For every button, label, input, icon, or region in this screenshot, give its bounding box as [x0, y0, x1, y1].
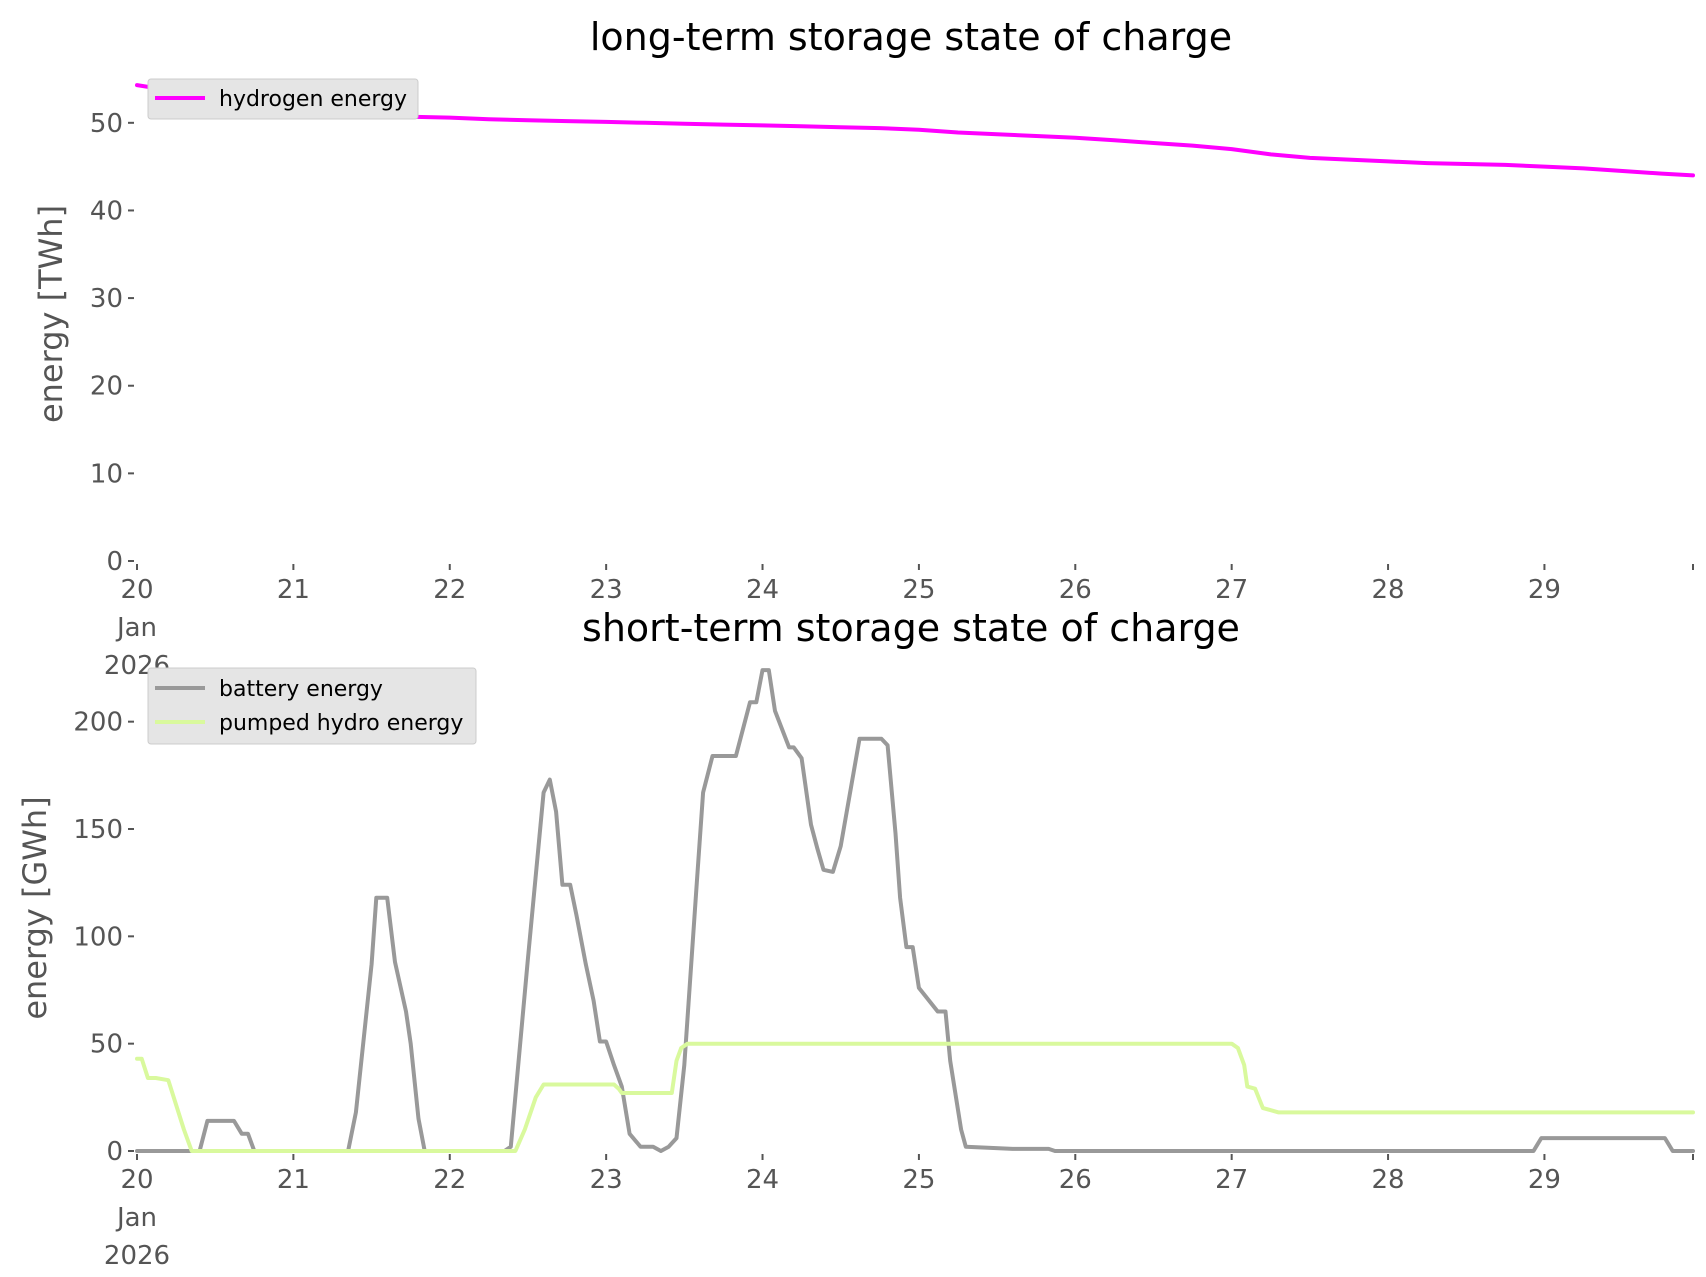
x-tick-label: 28 — [1372, 1165, 1405, 1195]
x-tick-label: 21 — [277, 575, 310, 605]
x-tick-label: 26 — [1059, 575, 1092, 605]
y-axis: 0 10 20 30 40 50 — [90, 109, 134, 577]
x-tick-label: 24 — [746, 1165, 779, 1195]
legend-label-hydrogen: hydrogen energy — [219, 87, 407, 112]
x-tick-label: 20 — [120, 575, 153, 605]
x-tick-label: 2026 — [104, 1241, 170, 1271]
x-tick-label: 24 — [746, 575, 779, 605]
x-tick-label: 21 — [277, 1165, 310, 1195]
series-line-pumped-hydro-energy — [135, 1041, 1695, 1153]
x-tick-label: 27 — [1215, 1165, 1248, 1195]
y-axis-label: energy [GWh] — [16, 796, 54, 1019]
long-term-storage-panel: long-term storage state of charge energy… — [32, 15, 1695, 681]
x-tick-label: 29 — [1528, 1165, 1561, 1195]
x-tick-label: 20 — [120, 1165, 153, 1195]
legend-label-pumped-hydro: pumped hydro energy — [219, 711, 463, 736]
series-group — [135, 668, 1695, 1153]
x-tick-label: 22 — [433, 575, 466, 605]
y-axis: 0 50 100 150 200 — [73, 708, 134, 1167]
x-tick-label: 27 — [1215, 575, 1248, 605]
legend-box — [147, 78, 419, 120]
x-tick-label: Jan — [115, 1203, 157, 1233]
y-tick-label: 150 — [73, 815, 123, 845]
x-tick-label: 28 — [1372, 575, 1405, 605]
x-tick-label: 25 — [902, 575, 935, 605]
x-tick-label: 25 — [902, 1165, 935, 1195]
y-tick-label: 200 — [73, 708, 123, 738]
legend: hydrogen energy — [147, 78, 419, 120]
x-tick-label: 22 — [433, 1165, 466, 1195]
y-tick-label: 100 — [73, 922, 123, 952]
chart-title: long-term storage state of charge — [590, 15, 1232, 59]
x-tick-label: 23 — [590, 575, 623, 605]
series-line-battery-energy — [135, 668, 1695, 1153]
x-axis: 20 Jan 2026 21 22 23 24 25 26 27 28 29 — [104, 1154, 1694, 1271]
chart-title: short-term storage state of charge — [582, 606, 1240, 650]
y-axis-label: energy [TWh] — [32, 205, 70, 423]
short-term-storage-panel: short-term storage state of charge energ… — [16, 606, 1695, 1271]
y-tick-label: 50 — [90, 109, 123, 139]
y-tick-label: 10 — [90, 459, 123, 489]
y-tick-label: 20 — [90, 372, 123, 402]
legend: battery energy pumped hydro energy — [147, 667, 477, 745]
legend-box — [147, 667, 477, 745]
y-tick-label: 50 — [90, 1030, 123, 1060]
x-tick-label: Jan — [115, 613, 157, 643]
y-tick-label: 0 — [106, 1137, 123, 1167]
x-tick-label: 23 — [590, 1165, 623, 1195]
y-tick-label: 40 — [90, 196, 123, 226]
x-tick-label: 29 — [1528, 575, 1561, 605]
legend-label-battery: battery energy — [219, 677, 383, 702]
x-tick-label: 26 — [1059, 1165, 1092, 1195]
y-tick-label: 0 — [106, 547, 123, 577]
y-tick-label: 30 — [90, 284, 123, 314]
